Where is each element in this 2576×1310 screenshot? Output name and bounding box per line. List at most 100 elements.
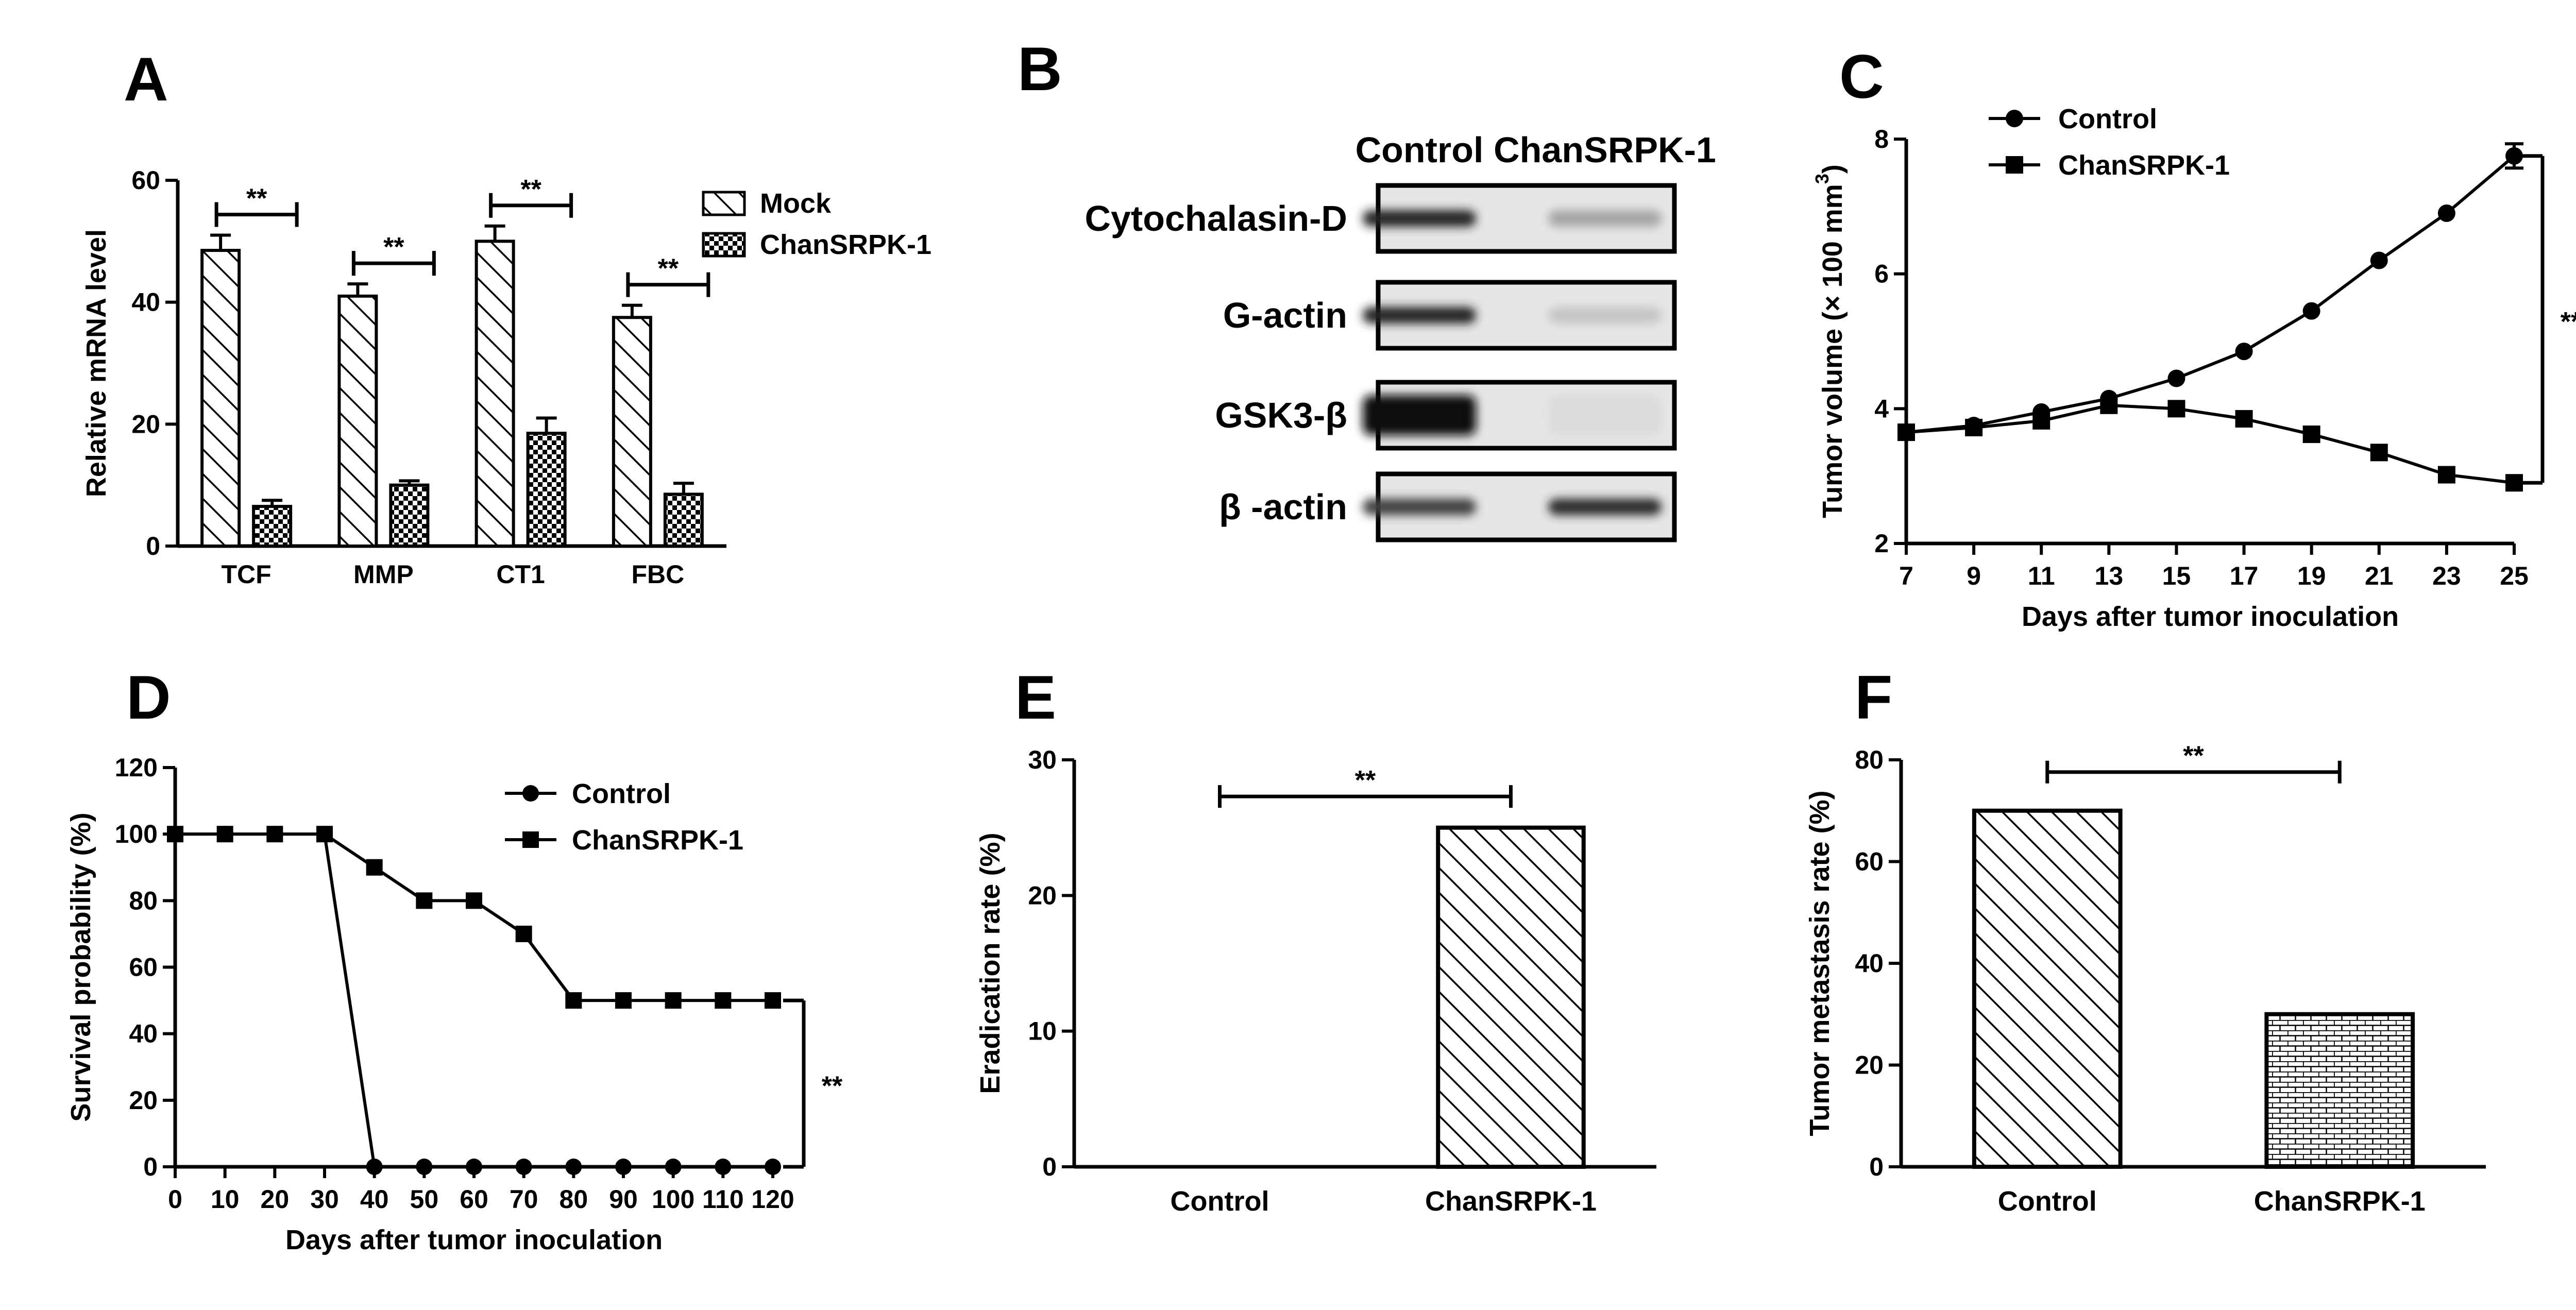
- significance-label: **: [1355, 765, 1376, 795]
- series-line: [175, 832, 773, 1002]
- y-tick-label: 80: [1855, 745, 1884, 774]
- data-point: [2437, 466, 2455, 484]
- y-tick-label: 120: [115, 753, 158, 782]
- y-tick-label: 30: [1028, 745, 1057, 774]
- legend-marker: [2006, 110, 2023, 127]
- data-point: [2505, 147, 2523, 165]
- significance-label: **: [658, 254, 679, 284]
- significance-label: **: [2561, 307, 2576, 337]
- data-point: [266, 826, 283, 843]
- x-tick-label: 70: [510, 1185, 538, 1214]
- data-point: [216, 826, 233, 843]
- bar: [1436, 825, 1586, 1169]
- blot-column-label: Control: [1355, 130, 1484, 170]
- legend-label: ChanSRPK-1: [572, 825, 743, 856]
- data-point: [2302, 302, 2320, 320]
- data-point: [416, 892, 433, 909]
- series-line: [1906, 403, 2515, 485]
- x-tick-label: 9: [1967, 562, 1981, 590]
- data-point: [2100, 396, 2118, 414]
- y-tick-label: 20: [129, 1086, 158, 1115]
- data-point: [615, 1159, 632, 1175]
- x-tick-label: 80: [560, 1185, 588, 1214]
- x-tick-label: TCF: [222, 560, 272, 589]
- y-tick-label: 40: [131, 288, 160, 317]
- x-tick-label: 15: [2162, 562, 2191, 590]
- y-tick-label: 0: [1042, 1152, 1057, 1181]
- legend-marker: [522, 831, 539, 848]
- chart-a: 0 20 40 60 Relative mRNA level TCF ** MMP ** CT1 *…: [81, 166, 931, 589]
- blot-band: [1548, 307, 1662, 324]
- x-tick-label: Control: [1171, 1186, 1269, 1217]
- x-tick-label: 0: [168, 1185, 182, 1214]
- significance-label: **: [520, 175, 541, 205]
- x-axis-label: Days after tumor inoculation: [2022, 601, 2399, 632]
- bar: [474, 240, 515, 548]
- chart-c: 2 4 6 8 7 9 11 13 15 17 19 21 23 25 Days after tumor i…: [1811, 104, 2576, 632]
- y-tick-label: 100: [115, 820, 158, 848]
- x-tick-label: 110: [702, 1185, 744, 1214]
- chart-e: 0 10 20 30 Eradication rate (%) Control ChanSR…: [975, 745, 1656, 1217]
- blot-row-label: GSK3-β: [1215, 395, 1347, 435]
- x-tick-label: 21: [2365, 562, 2394, 590]
- legend-marker: [2006, 156, 2023, 174]
- significance-label: **: [246, 184, 267, 214]
- bar: [200, 249, 241, 548]
- blot-band: [1548, 395, 1662, 435]
- x-tick-label: 60: [460, 1185, 488, 1214]
- blot-band: [1363, 499, 1476, 515]
- data-point: [2167, 369, 2185, 387]
- x-tick-label: CT1: [496, 560, 545, 589]
- data-point: [715, 1159, 732, 1175]
- data-point: [416, 1159, 433, 1175]
- data-point: [2370, 251, 2388, 269]
- x-tick-label: ChanSRPK-1: [2254, 1186, 2426, 1217]
- legend-marker: [522, 785, 539, 802]
- x-tick-label: 100: [652, 1185, 694, 1214]
- data-point: [2235, 343, 2253, 361]
- legend-label: ChanSRPK-1: [760, 229, 931, 260]
- blot-row-label: G-actin: [1223, 295, 1347, 335]
- data-point: [515, 925, 532, 942]
- panel-letter-c: C: [1839, 42, 1884, 111]
- x-tick-label: 50: [410, 1185, 439, 1214]
- x-tick-label: 90: [609, 1185, 638, 1214]
- y-tick-label: 40: [1855, 949, 1884, 978]
- legend-label: Control: [2058, 104, 2157, 134]
- x-tick-label: ChanSRPK-1: [1425, 1186, 1597, 1217]
- x-tick-label: 40: [360, 1185, 389, 1214]
- data-point: [2032, 412, 2050, 430]
- series-line: [1906, 155, 2515, 434]
- y-axis-label: Relative mRNA level: [81, 229, 112, 497]
- y-tick-label: 0: [146, 532, 160, 560]
- bar: [252, 505, 293, 548]
- legend-label: Mock: [760, 188, 832, 219]
- legend-label: Control: [572, 778, 671, 809]
- y-tick-label: 2: [1874, 529, 1889, 558]
- x-tick-label: FBC: [631, 560, 684, 589]
- x-tick-label: 13: [2095, 562, 2124, 590]
- y-tick-label: 6: [1874, 260, 1889, 288]
- x-tick-label: Control: [1998, 1186, 2097, 1217]
- data-point: [2505, 474, 2523, 492]
- blot-column-label: ChanSRPK-1: [1494, 130, 1716, 170]
- data-point: [665, 992, 682, 1009]
- blot-band: [1548, 499, 1662, 515]
- y-axis-label: Eradication rate (%): [975, 832, 1006, 1094]
- y-tick-label: 60: [131, 166, 160, 195]
- x-tick-label: 11: [2028, 562, 2055, 590]
- data-point: [715, 992, 732, 1009]
- x-tick-label: 10: [211, 1185, 240, 1214]
- x-tick-label: MMP: [353, 560, 414, 589]
- data-point: [565, 1159, 582, 1175]
- y-axis-label: Tumor metastasis rate (%): [1804, 790, 1835, 1136]
- bar: [526, 432, 567, 548]
- data-point: [466, 892, 482, 909]
- bar: [2264, 1012, 2415, 1169]
- y-tick-label: 8: [1874, 125, 1889, 154]
- y-tick-label: 60: [1855, 847, 1884, 876]
- y-tick-label: 60: [129, 953, 158, 982]
- x-tick-label: 30: [310, 1185, 339, 1214]
- panel-letter-e: E: [1015, 663, 1056, 732]
- blot-band: [1363, 210, 1476, 227]
